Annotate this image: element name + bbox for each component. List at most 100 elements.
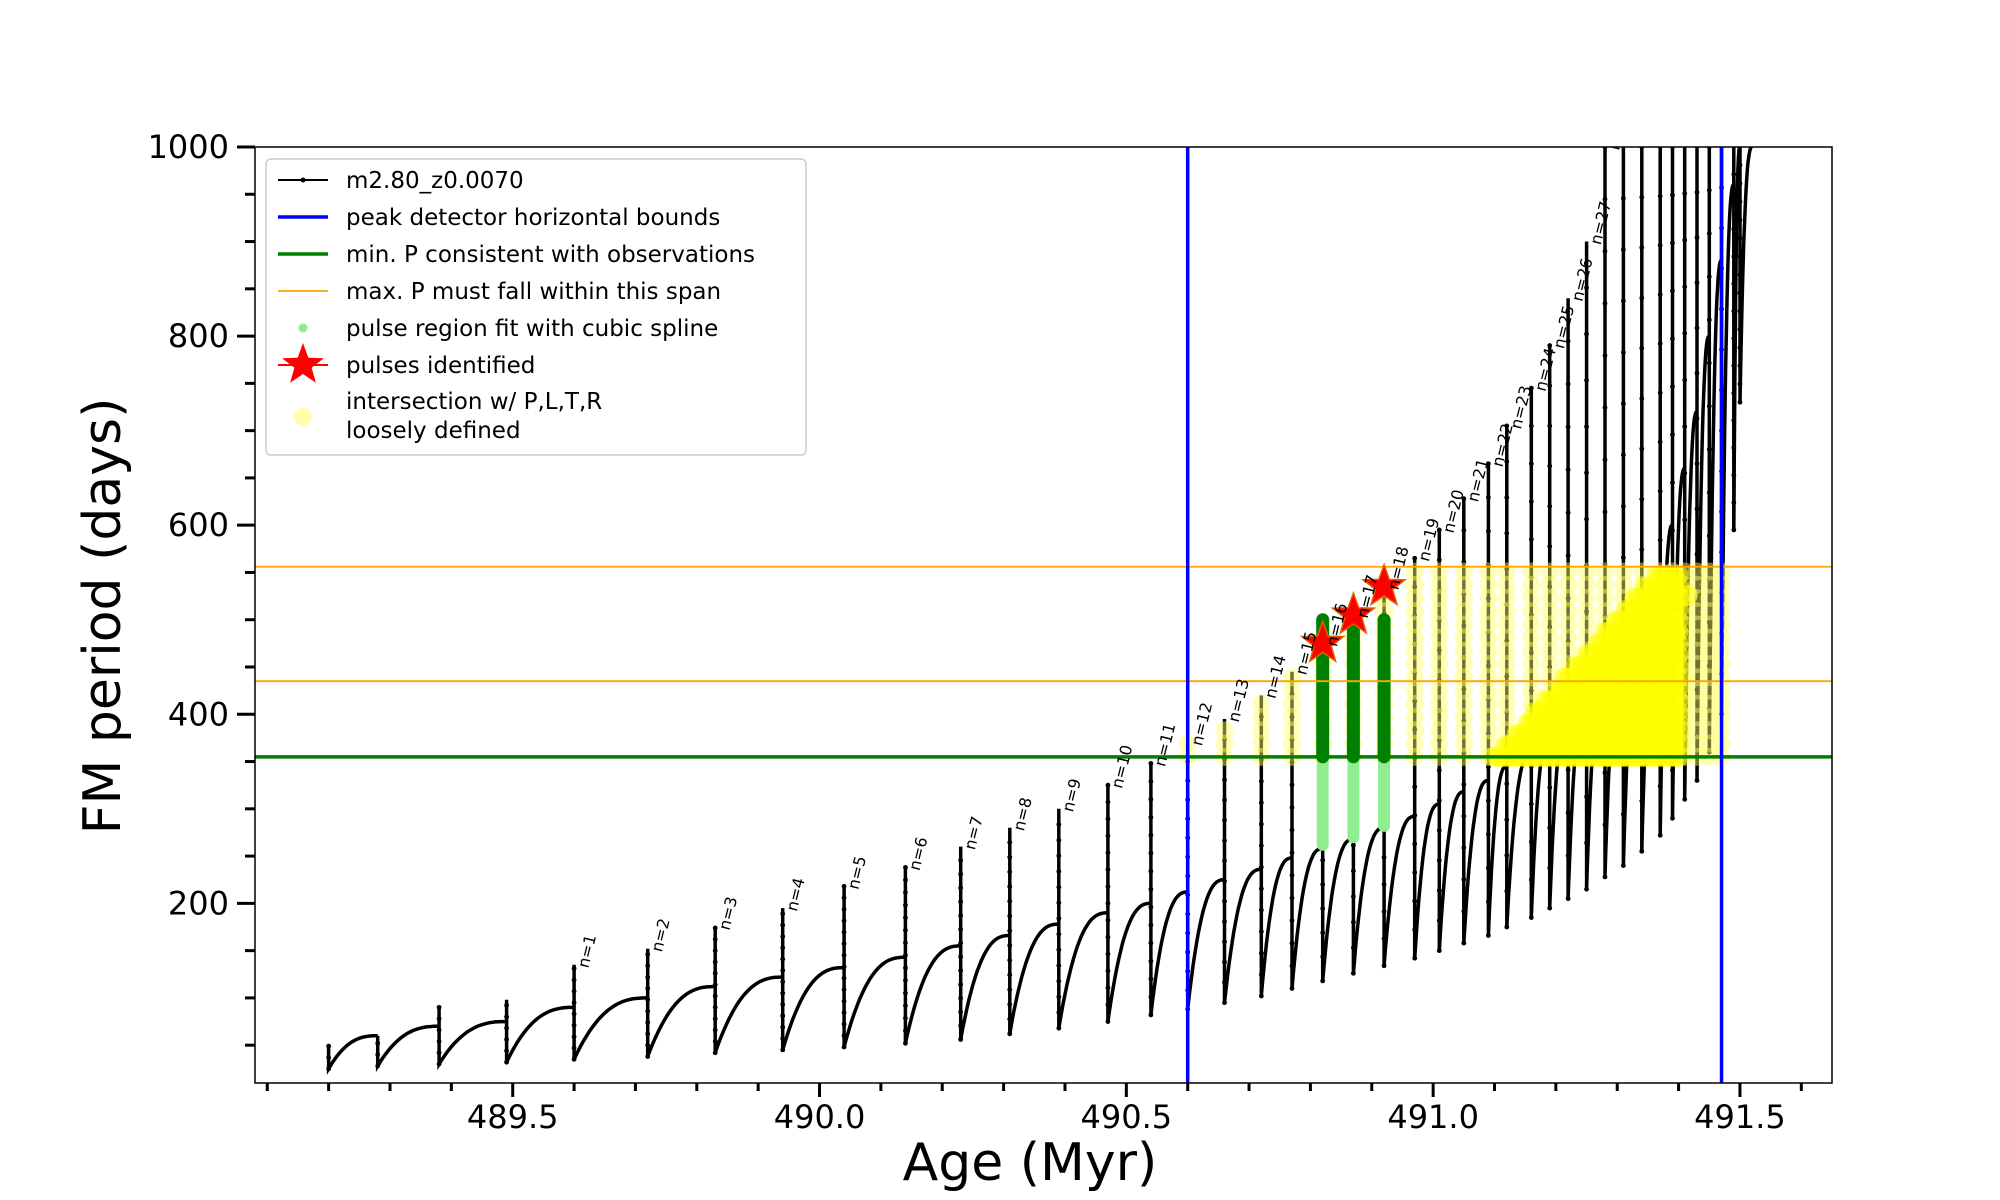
model-point	[1056, 869, 1062, 874]
intersection-point	[1283, 734, 1302, 753]
model-point	[1148, 1012, 1154, 1018]
model-track-segment	[326, 1033, 378, 1075]
model-point	[1485, 697, 1491, 703]
model-point	[1584, 840, 1589, 846]
model-point	[712, 959, 718, 965]
model-point	[1105, 850, 1111, 856]
model-point	[780, 990, 786, 996]
model-point	[1602, 248, 1608, 254]
intersection-point	[1405, 641, 1424, 660]
intersection-point	[1614, 562, 1633, 581]
intersection-point	[1454, 694, 1473, 713]
intersection-point	[1405, 721, 1424, 740]
model-point	[1547, 544, 1553, 549]
model-point	[1485, 899, 1491, 905]
pulse-star	[1360, 562, 1408, 607]
model-point	[903, 978, 908, 983]
intersection-point	[1454, 588, 1473, 607]
model-point	[1381, 963, 1387, 969]
model-point	[712, 970, 718, 976]
model-point	[1657, 537, 1663, 543]
model-point	[1148, 761, 1154, 766]
pulse-label: n=4	[782, 876, 809, 913]
intersection-point	[1430, 641, 1449, 660]
intersection-point	[1283, 708, 1302, 727]
model-point	[1620, 195, 1626, 201]
model-point	[841, 929, 847, 935]
model-point	[1222, 858, 1227, 864]
model-point	[1682, 470, 1688, 476]
model-point	[1565, 424, 1571, 430]
model-point	[1694, 642, 1700, 648]
model-point	[1504, 674, 1510, 679]
model-point	[1706, 360, 1712, 366]
model-track-segment	[713, 927, 783, 1054]
model-point	[1602, 561, 1608, 567]
intersection-point	[1559, 641, 1578, 660]
model-point	[1461, 940, 1467, 946]
model-point	[1105, 985, 1111, 991]
model-point	[1148, 850, 1154, 856]
intersection-point	[1405, 708, 1424, 727]
model-point	[1222, 939, 1227, 945]
model-point	[1694, 687, 1700, 693]
model-point	[1737, 199, 1743, 205]
model-point	[1436, 557, 1442, 563]
legend-label: loosely defined	[346, 418, 521, 444]
model-point	[1706, 187, 1712, 193]
intersection-point	[1454, 562, 1473, 581]
model-track-segment	[1351, 615, 1385, 974]
model-point	[1737, 399, 1743, 405]
legend-label: intersection w/ P,L,T,R	[346, 389, 602, 415]
model-point	[1504, 459, 1510, 465]
model-point	[958, 940, 964, 946]
model-point	[571, 1045, 577, 1051]
model-point	[1682, 377, 1688, 383]
model-point	[841, 1021, 847, 1027]
model-point	[903, 990, 908, 996]
model-point	[1412, 955, 1418, 961]
model-point	[1258, 929, 1264, 934]
intersection-point	[1454, 615, 1473, 634]
model-point	[1731, 199, 1737, 205]
intersection-point	[1688, 602, 1707, 621]
model-point	[1485, 730, 1491, 736]
intersection-point	[1430, 628, 1449, 647]
model-point	[903, 1003, 908, 1009]
model-track-segment	[1437, 529, 1464, 951]
legend-label: min. P consistent with observations	[346, 242, 755, 268]
model-point	[841, 987, 847, 993]
model-point	[1222, 959, 1227, 965]
model-point	[326, 1043, 332, 1049]
intersection-point	[1688, 734, 1707, 753]
model-point	[1105, 1002, 1111, 1008]
pulse-label: n=12	[1187, 700, 1216, 747]
model-point	[1412, 641, 1418, 647]
model-point	[1461, 750, 1467, 756]
intersection-point	[1688, 694, 1707, 713]
legend-label: max. P must fall within this span	[346, 279, 721, 305]
model-point	[1222, 797, 1227, 803]
model-point	[1258, 864, 1264, 870]
x-tick-label: 491.5	[1694, 1098, 1786, 1136]
model-point	[645, 997, 651, 1003]
model-point	[436, 1039, 442, 1044]
plot-frame	[254, 146, 1833, 1084]
intersection-point	[1688, 575, 1707, 594]
model-point	[1007, 898, 1013, 904]
model-point	[1657, 783, 1663, 789]
model-point	[1350, 894, 1356, 899]
model-point	[1007, 957, 1013, 963]
model-point	[1670, 336, 1675, 342]
intersection-point	[1454, 681, 1473, 700]
legend-swatch	[298, 323, 308, 333]
model-point	[1731, 363, 1737, 369]
intersection-point	[1540, 562, 1559, 581]
model-point	[1056, 931, 1062, 937]
pulse-label: n=8	[1009, 795, 1036, 832]
intersection-point	[1430, 734, 1449, 753]
model-point	[1485, 798, 1491, 804]
model-track-segment	[375, 1024, 440, 1073]
intersection-point	[1479, 588, 1498, 607]
model-point	[1639, 848, 1645, 854]
